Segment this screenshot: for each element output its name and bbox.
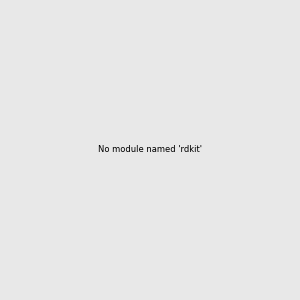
Text: No module named 'rdkit': No module named 'rdkit': [98, 146, 202, 154]
